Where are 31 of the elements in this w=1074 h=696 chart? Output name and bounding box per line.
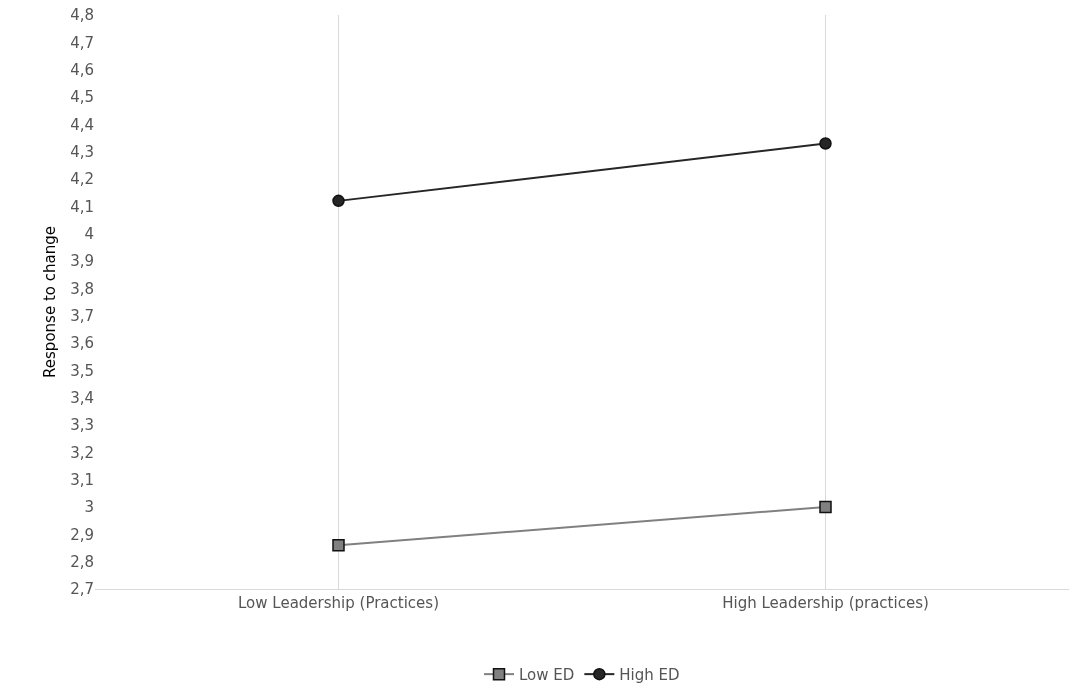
y-tick-label: 3,1	[70, 470, 94, 489]
y-tick-label: 4,5	[70, 88, 94, 107]
y-tick-label: 4	[84, 224, 94, 243]
y-tick-label: 4,4	[70, 115, 94, 134]
y-tick-label: 4,2	[70, 170, 94, 189]
y-axis-title: Response to change	[41, 226, 59, 378]
y-tick-label: 4,7	[70, 33, 94, 52]
y-tick-label: 3,9	[70, 252, 94, 271]
y-tick-label: 3,3	[70, 416, 94, 435]
y-tick-label: 3,7	[70, 306, 94, 325]
y-tick-label: 3,2	[70, 443, 94, 462]
point	[332, 539, 345, 552]
legend-label: Low ED	[519, 665, 575, 684]
point	[819, 500, 832, 514]
legend-label: High ED	[619, 665, 680, 684]
point	[332, 194, 345, 208]
x-tick-label: Low Leadership (Practices)	[238, 594, 439, 612]
point	[819, 137, 832, 150]
y-tick-label: 4,6	[70, 60, 94, 79]
y-tick-label: 4,8	[70, 6, 94, 25]
y-tick-label: 2,7	[70, 580, 94, 599]
y-tick-label: 3,8	[70, 279, 94, 298]
y-tick-label: 2,8	[70, 552, 94, 571]
y-tick-label: 4,3	[70, 142, 94, 161]
y-tick-label: 2,9	[70, 525, 94, 544]
x-tick-label: High Leadership (practices)	[722, 594, 929, 612]
y-tick-label: 4,1	[70, 197, 94, 216]
y-tick-label: 3,4	[70, 388, 94, 407]
y-tick-label: 3,5	[70, 361, 94, 380]
y-tick-label: 3,6	[70, 334, 94, 353]
y-tick-label: 3	[84, 498, 94, 517]
